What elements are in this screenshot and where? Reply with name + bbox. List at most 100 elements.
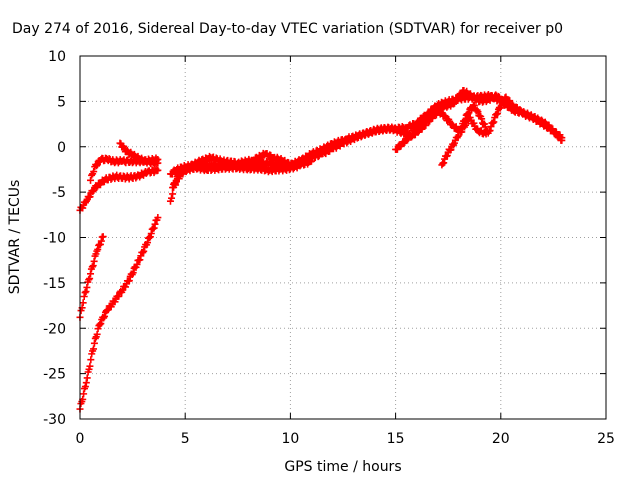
data-point xyxy=(154,166,162,174)
data-point xyxy=(81,289,89,297)
data-point xyxy=(90,257,98,265)
data-points xyxy=(76,86,566,413)
data-point xyxy=(86,193,94,201)
data-point xyxy=(441,112,449,120)
y-tick-label: -15 xyxy=(43,276,66,292)
data-point xyxy=(86,362,94,370)
data-point xyxy=(558,136,566,144)
data-point xyxy=(82,379,90,387)
data-point xyxy=(490,118,498,126)
data-point xyxy=(150,224,158,232)
data-point xyxy=(93,330,101,338)
y-tick-label: 5 xyxy=(57,94,66,110)
data-point xyxy=(494,110,502,118)
data-point xyxy=(518,108,526,116)
data-point xyxy=(147,230,155,238)
data-point xyxy=(151,220,159,228)
axis-ticks: 0 5 10 15 20 25 -30 -25 -20 -15 -10 -5 0 5 10 xyxy=(43,49,615,447)
data-point xyxy=(87,356,95,364)
data-point xyxy=(83,283,91,291)
data-point xyxy=(497,102,505,110)
data-point xyxy=(478,115,486,123)
data-point xyxy=(90,339,98,347)
x-tick-label: 10 xyxy=(281,431,299,447)
data-point xyxy=(453,96,461,104)
data-point xyxy=(458,124,466,132)
data-point xyxy=(86,275,94,283)
data-point xyxy=(453,134,461,142)
y-tick-label: 0 xyxy=(57,140,66,156)
data-point xyxy=(552,129,560,137)
data-point xyxy=(115,292,123,300)
data-point xyxy=(125,277,133,285)
data-point xyxy=(154,214,162,222)
data-point xyxy=(111,298,119,306)
data-point xyxy=(465,109,473,117)
data-point xyxy=(486,127,494,135)
data-point xyxy=(85,365,93,373)
data-point xyxy=(81,383,89,391)
data-point xyxy=(154,159,162,167)
data-point xyxy=(454,95,462,103)
data-point xyxy=(96,320,104,328)
x-tick-label: 20 xyxy=(492,431,510,447)
data-point xyxy=(87,270,95,278)
x-tick-label: 25 xyxy=(597,431,615,447)
y-tick-label: 10 xyxy=(48,49,66,65)
data-point xyxy=(454,132,462,140)
data-point xyxy=(307,157,315,165)
data-point xyxy=(168,194,176,202)
data-point xyxy=(422,121,430,129)
data-point xyxy=(169,190,177,198)
data-point xyxy=(88,263,96,271)
data-point xyxy=(537,116,545,124)
data-point xyxy=(82,287,90,295)
data-point xyxy=(443,152,451,160)
grid xyxy=(80,56,606,419)
data-point xyxy=(79,299,87,307)
data-point xyxy=(400,139,408,147)
data-point xyxy=(139,249,147,257)
data-point xyxy=(83,374,91,382)
data-point xyxy=(90,168,98,176)
data-point xyxy=(97,237,105,245)
data-point xyxy=(97,320,105,328)
y-tick-label: -10 xyxy=(43,231,66,247)
data-point xyxy=(96,240,104,248)
data-point xyxy=(94,245,102,253)
data-point xyxy=(89,262,97,270)
data-point xyxy=(93,183,101,191)
data-point xyxy=(494,92,502,100)
data-point xyxy=(85,276,93,284)
chart-title: Day 274 of 2016, Sidereal Day-to-day VTE… xyxy=(12,21,563,37)
data-point xyxy=(90,345,98,353)
data-point xyxy=(129,269,137,277)
y-tick-label: -30 xyxy=(43,412,66,428)
data-point xyxy=(94,325,102,333)
y-axis-label: SDTVAR / TECUs xyxy=(7,180,23,295)
data-point xyxy=(99,233,107,241)
data-point xyxy=(140,247,148,255)
x-axis-label: GPS time / hours xyxy=(284,459,401,475)
y-tick-label: -25 xyxy=(43,367,66,383)
data-point xyxy=(136,256,144,264)
data-point xyxy=(489,119,497,127)
x-tick-label: 0 xyxy=(76,431,85,447)
data-point xyxy=(464,110,472,118)
data-point xyxy=(80,390,88,398)
data-point xyxy=(88,171,96,179)
data-point xyxy=(80,292,88,300)
x-tick-label: 5 xyxy=(181,431,190,447)
x-tick-label: 15 xyxy=(387,431,405,447)
data-point xyxy=(440,159,448,167)
data-point xyxy=(474,108,482,116)
y-tick-label: -20 xyxy=(43,321,66,337)
data-point xyxy=(93,162,101,170)
data-point xyxy=(146,233,154,241)
data-point xyxy=(447,146,455,154)
data-point xyxy=(87,176,95,184)
data-point xyxy=(133,260,141,268)
data-point xyxy=(461,116,469,124)
y-tick-label: -5 xyxy=(52,185,66,201)
